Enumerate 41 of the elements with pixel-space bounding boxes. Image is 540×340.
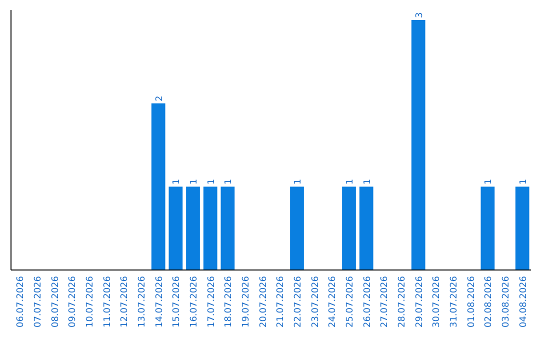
x-tick-label: 21.07.2026 [276,276,286,328]
x-tick-label: 13.07.2026 [138,276,148,328]
data-label: 1 [484,178,494,185]
data-label: 1 [362,178,373,185]
x-tick-label: 03.08.2026 [502,276,512,328]
x-tick-label: 12.07.2026 [120,276,130,328]
x-tick-label: 25.07.2026 [346,276,356,328]
x-tick-label: 01.08.2026 [466,276,477,328]
x-tick-label: 09.07.2026 [68,276,78,328]
x-tick-label: 04.08.2026 [518,276,529,328]
data-label: 1 [518,178,529,185]
data-label: 1 [346,178,356,185]
x-tick-label: 06.07.2026 [16,276,26,328]
x-tick-label: 23.07.2026 [310,276,321,328]
x-tick-label: 30.07.2026 [432,276,442,328]
x-tick-label: 31.07.2026 [450,276,460,328]
data-label: 3 [414,12,425,18]
x-tick-label: 26.07.2026 [362,276,373,328]
x-tick-label: 28.07.2026 [398,276,408,328]
x-tick-label: 16.07.2026 [190,276,200,328]
data-label: 1 [190,178,200,185]
x-tick-label: 18.07.2026 [224,276,234,328]
data-label: 1 [224,178,234,185]
x-tick-label: 15.07.2026 [172,276,182,328]
x-tick-label: 07.07.2026 [34,276,44,328]
x-tick-label: 22.07.2026 [294,276,304,328]
data-label: 1 [294,178,304,185]
x-tick-label: 29.07.2026 [414,276,425,328]
x-tick-label: 27.07.2026 [380,276,390,328]
x-tick-label: 20.07.2026 [258,276,269,328]
data-label: 1 [172,178,182,185]
x-tick-label: 14.07.2026 [154,276,165,328]
x-tick-label: 02.08.2026 [484,276,494,328]
x-tick-label: 10.07.2026 [86,276,96,328]
x-tick-label: 17.07.2026 [206,276,217,328]
data-label: 2 [154,96,165,102]
x-tick-label: 19.07.2026 [242,276,252,328]
data-label: 1 [206,178,217,185]
x-tick-label: 11.07.2026 [102,276,113,328]
x-tick-label: 08.07.2026 [50,276,61,328]
x-tick-label: 24.07.2026 [328,276,338,328]
